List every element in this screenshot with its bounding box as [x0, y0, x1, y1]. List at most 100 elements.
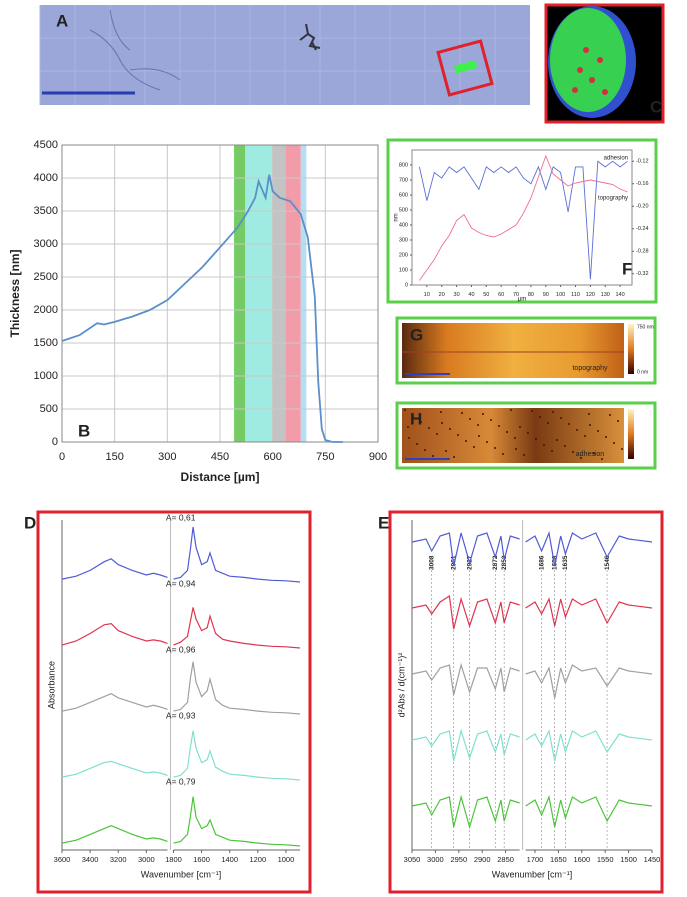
map-h-speck — [609, 414, 611, 416]
legend-label: topography — [598, 196, 628, 202]
spectrum — [525, 664, 653, 699]
map-h-speck — [560, 417, 562, 419]
map-h-speck — [576, 429, 578, 431]
x-tick-label: 70 — [513, 292, 519, 298]
map-h-speck — [514, 437, 516, 439]
x-tick-label: 150 — [105, 451, 123, 463]
map-h-colorbar — [628, 409, 634, 459]
map-h-speck — [552, 411, 554, 413]
y-tick-label: 4500 — [34, 139, 58, 151]
map-h-speck — [432, 455, 434, 457]
y2-tick-label: -0.24 — [636, 226, 649, 232]
panel-label: F — [622, 259, 632, 278]
x-tick-label: 1800 — [165, 855, 182, 864]
plot-frame — [411, 149, 633, 286]
map-h-speck — [428, 427, 430, 429]
x-axis-label: Wavenumber [cm⁻¹] — [141, 869, 221, 879]
y-tick-label: 2500 — [34, 271, 58, 283]
y-tick-label: 100 — [399, 267, 408, 273]
spectrum — [411, 728, 520, 762]
dendrite — [299, 23, 321, 51]
x-tick-label: 1000 — [278, 855, 295, 864]
map-h-speck — [440, 411, 442, 413]
spectrum — [173, 661, 301, 715]
peak-label: 1546 — [604, 555, 611, 570]
series-line — [418, 160, 628, 280]
y-tick-label: 800 — [399, 162, 408, 168]
y-tick-label: 0 — [405, 282, 408, 288]
y-axis-label: d²Abs / d(cm⁻¹)² — [396, 653, 406, 718]
x-tick-label: 90 — [543, 292, 549, 298]
x-tick-label: 40 — [468, 292, 474, 298]
series-label: A= 0,94 — [166, 578, 196, 588]
y-tick-label: 3500 — [34, 205, 58, 217]
x-tick-label: 2850 — [497, 855, 514, 864]
map-c-blob — [550, 8, 626, 112]
colorbar-label: 0 nm — [637, 369, 648, 375]
x-axis-label: Distance [µm] — [181, 470, 260, 484]
panel-label: H — [410, 409, 422, 428]
map-c-dot — [597, 57, 603, 63]
x-tick-label: 3000 — [427, 855, 444, 864]
map-h-speck — [515, 448, 517, 450]
map-h-speck — [510, 409, 512, 411]
x-tick-label: 1200 — [249, 855, 266, 864]
y-tick-label: 1500 — [34, 337, 58, 349]
spectrum — [525, 597, 653, 627]
map-h-speck — [584, 435, 586, 437]
x-tick-label: 1550 — [597, 855, 614, 864]
x-tick-label: 110 — [571, 292, 580, 298]
spectrum — [173, 796, 301, 847]
x-tick-label: 3050 — [404, 855, 421, 864]
map-c-dot — [572, 87, 578, 93]
map-h-speck — [589, 424, 591, 426]
spectrum — [525, 729, 653, 762]
map-h-speck — [506, 431, 508, 433]
legend-label: adhesion — [604, 156, 628, 162]
map-h-speck — [469, 418, 471, 420]
map-h-frame — [395, 401, 657, 470]
spectrum — [61, 825, 168, 844]
panel-label: G — [410, 325, 423, 344]
x-tick-label: 900 — [369, 451, 387, 463]
x-tick-label: 1500 — [620, 855, 637, 864]
x-tick-label: 300 — [158, 451, 176, 463]
x-tick-label: 2950 — [450, 855, 467, 864]
y-axis-label: Absorbance — [46, 661, 56, 709]
highlight-band — [245, 145, 272, 442]
map-h-speck — [449, 428, 451, 430]
y-tick-label: 500 — [40, 403, 58, 415]
panel-frame — [36, 510, 312, 894]
map-h-speck — [547, 422, 549, 424]
y2-tick-label: -0.28 — [636, 249, 649, 255]
y-tick-label: 0 — [52, 436, 58, 448]
x-tick-label: 450 — [211, 451, 229, 463]
map-h-speck — [556, 439, 558, 441]
cracks — [89, 9, 181, 91]
x-tick-label: 0 — [59, 451, 65, 463]
x-tick-label: 1650 — [550, 855, 567, 864]
region-box — [436, 39, 494, 97]
data-line — [61, 174, 343, 443]
series-line — [419, 154, 628, 281]
map-h-speck — [523, 454, 525, 456]
map-h-speck — [502, 453, 504, 455]
x-tick-label: 20 — [439, 292, 445, 298]
map-h-speck — [605, 436, 607, 438]
x-tick-label: 600 — [263, 451, 281, 463]
x-tick-label: 120 — [586, 292, 595, 298]
series-label: A= 0,93 — [166, 710, 196, 720]
x-tick-label: 1450 — [644, 855, 661, 864]
map-h-speck — [588, 413, 590, 415]
x-axis-label: Wavenumber [cm⁻¹] — [492, 869, 572, 879]
series-label: A= 0,79 — [166, 776, 196, 786]
spectrum — [411, 532, 520, 567]
y-axis-label: Thickness [nm] — [8, 249, 22, 337]
map-h-speck — [407, 426, 409, 428]
panel-frame — [388, 510, 664, 894]
spectrum — [61, 558, 168, 580]
map-h-speck — [445, 450, 447, 452]
y-tick-label: 2000 — [34, 304, 58, 316]
map-h-speck — [424, 449, 426, 451]
x-tick-label: 130 — [601, 292, 610, 298]
